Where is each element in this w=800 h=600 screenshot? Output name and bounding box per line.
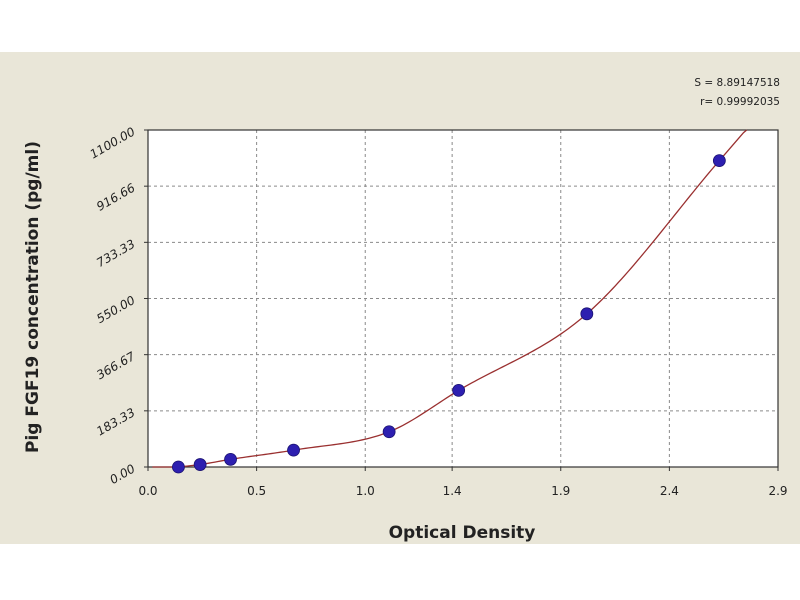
grid-lines xyxy=(148,130,778,467)
y-tick-label: 183.33 xyxy=(94,405,137,438)
y-axis-title: Pig FGF19 concentration (pg/ml) xyxy=(23,141,43,453)
data-point xyxy=(224,452,237,466)
data-point xyxy=(452,384,466,397)
data-point xyxy=(172,460,185,474)
stat-r-label: r= 0.99992035 xyxy=(700,96,780,108)
x-tick-label: 1.9 xyxy=(551,484,570,498)
x-tick-label: 1.4 xyxy=(443,484,462,498)
x-tick-label: 2.4 xyxy=(660,484,679,498)
x-tick-label: 2.9 xyxy=(768,484,787,498)
data-points-layer xyxy=(172,154,726,474)
x-tick-label: 1.0 xyxy=(356,484,375,498)
y-tick-label: 733.33 xyxy=(94,237,137,270)
x-axis-title: Optical Density xyxy=(389,523,536,543)
y-tick-label: 916.66 xyxy=(94,180,138,213)
fit-curve-layer xyxy=(152,129,748,468)
y-tick-label: 1100.00 xyxy=(88,124,138,161)
stat-s-label: S = 8.89147518 xyxy=(694,77,780,89)
data-point xyxy=(193,458,207,471)
x-tick-label: 0.0 xyxy=(138,484,157,498)
y-tick-label: 366.67 xyxy=(94,349,138,382)
data-point xyxy=(712,154,726,168)
data-point xyxy=(382,425,396,439)
data-point xyxy=(287,443,300,457)
y-tick-label: 550.00 xyxy=(94,293,138,326)
y-tick-label: 0.00 xyxy=(107,461,137,487)
fit-curve xyxy=(152,129,748,468)
data-point xyxy=(580,307,594,321)
x-tick-label: 0.5 xyxy=(247,484,266,498)
